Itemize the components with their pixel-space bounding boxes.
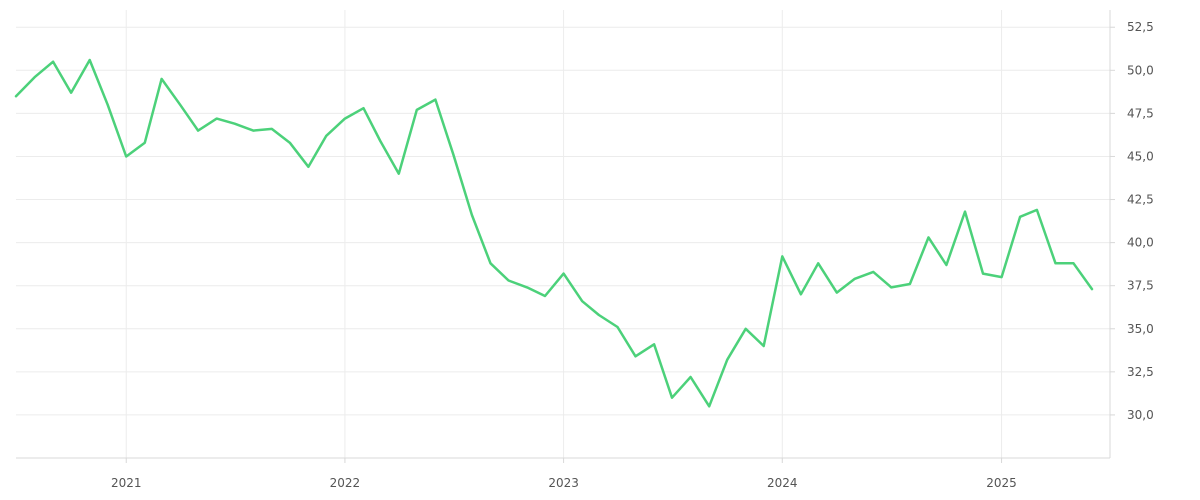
y-tick-label: 42,5	[1127, 193, 1154, 207]
y-tick-label: 47,5	[1127, 106, 1154, 120]
series-line	[14, 58, 1094, 408]
y-tick-label: 50,0	[1127, 63, 1154, 77]
x-tick-label: 2025	[986, 476, 1017, 490]
x-tick-label: 2021	[111, 476, 142, 490]
y-tick-label: 32,5	[1127, 365, 1154, 379]
x-tick-label: 2022	[330, 476, 361, 490]
y-tick-label: 45,0	[1127, 149, 1154, 163]
axes	[16, 10, 1115, 463]
series-layer	[14, 58, 1094, 408]
grid	[16, 10, 1110, 458]
y-tick-label: 30,0	[1127, 408, 1154, 422]
x-tick-label: 2024	[767, 476, 798, 490]
x-tick-label: 2023	[548, 476, 579, 490]
tick-labels: 30,0 32,5 35,0 37,5 40,0 42,5 45,0 47,5 50,0 52,5…	[111, 20, 1154, 490]
y-tick-label: 40,0	[1127, 236, 1154, 250]
y-tick-label: 52,5	[1127, 20, 1154, 34]
y-tick-label: 35,0	[1127, 322, 1154, 336]
y-tick-label: 37,5	[1127, 279, 1154, 293]
